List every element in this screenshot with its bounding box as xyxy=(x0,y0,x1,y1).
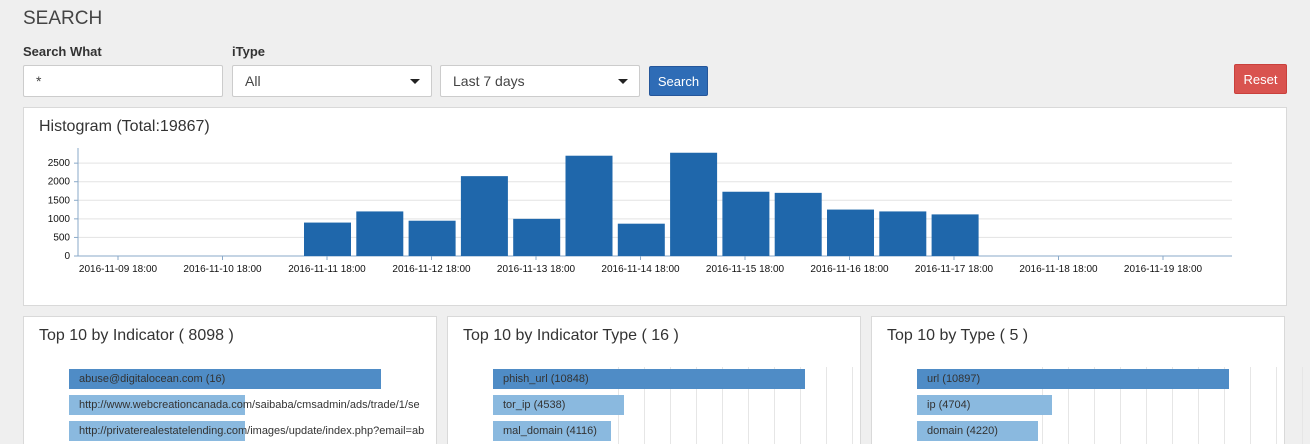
histogram-bar xyxy=(356,211,404,256)
x-gridline xyxy=(1224,367,1225,444)
y-tick-label: 0 xyxy=(64,251,70,262)
hbar: ip (4704) xyxy=(917,395,1052,415)
histogram-bar xyxy=(670,152,718,256)
x-gridline xyxy=(1146,367,1147,444)
histogram-chart: 0 500 1000 1500 2000 2500 2016-11-09 18:00 2016… xyxy=(48,148,1232,275)
x-tick-label: 2016-11-10 18:00 xyxy=(183,264,262,275)
top-indicator-type-title: Top 10 by Indicator Type ( 16 ) xyxy=(463,327,679,344)
x-gridline xyxy=(1198,367,1199,444)
histogram-bar xyxy=(827,209,874,256)
y-tick-label: 1500 xyxy=(48,195,71,206)
histogram-panel: Histogram (Total:19867) 0 500 1000 1500 2000… xyxy=(23,107,1287,306)
histogram-title: Histogram (Total:19867) xyxy=(39,118,210,135)
search-input-value: * xyxy=(36,73,42,89)
histogram-bar xyxy=(774,192,822,256)
histogram-bar xyxy=(408,220,456,256)
y-tick-label: 500 xyxy=(53,232,70,243)
x-tick-label: 2016-11-15 18:00 xyxy=(706,264,785,275)
hbar: tor_ip (4538) xyxy=(493,395,624,415)
page-title: SEARCH xyxy=(23,8,103,29)
x-gridline xyxy=(1250,367,1251,444)
x-tick-label: 2016-11-12 18:00 xyxy=(392,264,471,275)
search-input[interactable]: * xyxy=(23,65,223,97)
x-gridline xyxy=(644,367,645,444)
x-tick-label: 2016-11-09 18:00 xyxy=(79,264,158,275)
histogram-bar xyxy=(617,223,665,256)
x-gridline xyxy=(722,367,723,444)
x-gridline xyxy=(748,367,749,444)
time-range-select[interactable]: Last 7 days xyxy=(440,65,640,97)
histogram-bar xyxy=(304,222,351,256)
chevron-down-icon xyxy=(618,79,628,84)
hbar: abuse@digitalocean.com (16) xyxy=(69,369,381,389)
x-gridline xyxy=(1120,367,1121,444)
histogram-bar xyxy=(565,155,613,256)
x-tick-label: 2016-11-19 18:00 xyxy=(1124,264,1203,275)
histogram-bar xyxy=(879,211,927,256)
hbar: phish_url (10848) xyxy=(493,369,805,389)
itype-label: iType xyxy=(232,44,265,59)
hbar: http://privaterealestatelending.com/imag… xyxy=(69,421,424,441)
search-what-label: Search What xyxy=(23,44,102,59)
histogram-bar xyxy=(513,218,561,256)
x-gridline xyxy=(696,367,697,444)
x-tick-label: 2016-11-18 18:00 xyxy=(1019,264,1098,275)
top-indicator-panel: Top 10 by Indicator ( 8098 ) abuse@digit… xyxy=(23,316,437,444)
hbar: mal_domain (4116) xyxy=(493,421,611,441)
hbar: url (10897) xyxy=(917,369,1229,389)
histogram-bar xyxy=(460,176,508,256)
top-indicator-type-panel: Top 10 by Indicator Type ( 16 ) phish_ur… xyxy=(447,316,905,444)
x-tick-label: 2016-11-17 18:00 xyxy=(915,264,994,275)
x-gridline xyxy=(1276,367,1277,444)
y-tick-label: 1000 xyxy=(48,214,71,225)
x-gridline xyxy=(774,367,775,444)
x-gridline xyxy=(800,367,801,444)
histogram-bar xyxy=(722,191,770,256)
x-tick-label: 2016-11-16 18:00 xyxy=(810,264,889,275)
y-tick-label: 2500 xyxy=(48,158,71,169)
reset-button[interactable]: Reset xyxy=(1234,64,1287,94)
x-gridline xyxy=(1302,367,1303,444)
time-range-select-value: Last 7 days xyxy=(453,73,525,89)
x-tick-label: 2016-11-14 18:00 xyxy=(601,264,680,275)
histogram-bar xyxy=(931,214,979,256)
x-gridline xyxy=(670,367,671,444)
hbar: domain (4220) xyxy=(917,421,1038,441)
y-tick-label: 2000 xyxy=(48,177,71,188)
x-gridline xyxy=(1068,367,1069,444)
x-gridline xyxy=(826,367,827,444)
top-type-panel: Top 10 by Type ( 5 ) url (10897) ip (4704… xyxy=(871,316,1303,444)
x-tick-label: 2016-11-13 18:00 xyxy=(497,264,576,275)
itype-select[interactable]: All xyxy=(232,65,432,97)
search-button[interactable]: Search xyxy=(649,66,708,96)
x-gridline xyxy=(1172,367,1173,444)
top-type-title: Top 10 by Type ( 5 ) xyxy=(887,327,1029,344)
chevron-down-icon xyxy=(410,79,420,84)
itype-select-value: All xyxy=(245,73,261,89)
x-tick-label: 2016-11-11 18:00 xyxy=(288,264,366,275)
x-gridline xyxy=(1094,367,1095,444)
top-indicator-title: Top 10 by Indicator ( 8098 ) xyxy=(39,327,234,344)
x-gridline xyxy=(852,367,853,444)
hbar: http://www.webcreationcanada.com/saibaba… xyxy=(69,395,420,415)
